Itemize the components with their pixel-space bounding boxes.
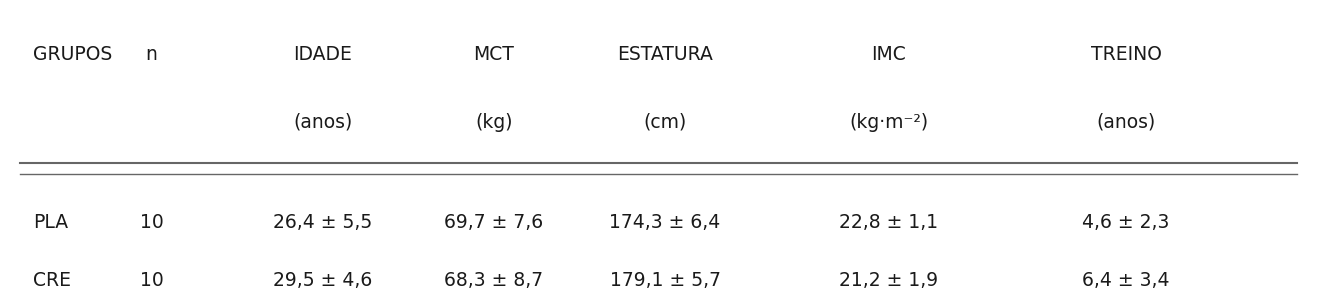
Text: 26,4 ± 5,5: 26,4 ± 5,5 bbox=[273, 213, 373, 232]
Text: 174,3 ± 6,4: 174,3 ± 6,4 bbox=[610, 213, 720, 232]
Text: 4,6 ± 2,3: 4,6 ± 2,3 bbox=[1083, 213, 1169, 232]
Text: ESTATURA: ESTATURA bbox=[618, 45, 712, 64]
Text: (kg): (kg) bbox=[475, 113, 512, 131]
Text: 10: 10 bbox=[140, 271, 163, 290]
Text: TREINO: TREINO bbox=[1090, 45, 1162, 64]
Text: 6,4 ± 3,4: 6,4 ± 3,4 bbox=[1083, 271, 1169, 290]
Text: (anos): (anos) bbox=[294, 113, 352, 131]
Text: (cm): (cm) bbox=[644, 113, 686, 131]
Text: (kg·m⁻²): (kg·m⁻²) bbox=[849, 113, 928, 131]
Text: IDADE: IDADE bbox=[294, 45, 352, 64]
Text: n: n bbox=[145, 45, 158, 64]
Text: CRE: CRE bbox=[33, 271, 71, 290]
Text: 22,8 ± 1,1: 22,8 ± 1,1 bbox=[839, 213, 939, 232]
Text: 68,3 ± 8,7: 68,3 ± 8,7 bbox=[444, 271, 544, 290]
Text: 29,5 ± 4,6: 29,5 ± 4,6 bbox=[273, 271, 373, 290]
Text: PLA: PLA bbox=[33, 213, 68, 232]
Text: 21,2 ± 1,9: 21,2 ± 1,9 bbox=[839, 271, 939, 290]
Text: MCT: MCT bbox=[473, 45, 515, 64]
Text: (anos): (anos) bbox=[1097, 113, 1155, 131]
Text: IMC: IMC bbox=[872, 45, 906, 64]
Text: 69,7 ± 7,6: 69,7 ± 7,6 bbox=[444, 213, 544, 232]
Text: 179,1 ± 5,7: 179,1 ± 5,7 bbox=[610, 271, 720, 290]
Text: 10: 10 bbox=[140, 213, 163, 232]
Text: GRUPOS: GRUPOS bbox=[33, 45, 112, 64]
